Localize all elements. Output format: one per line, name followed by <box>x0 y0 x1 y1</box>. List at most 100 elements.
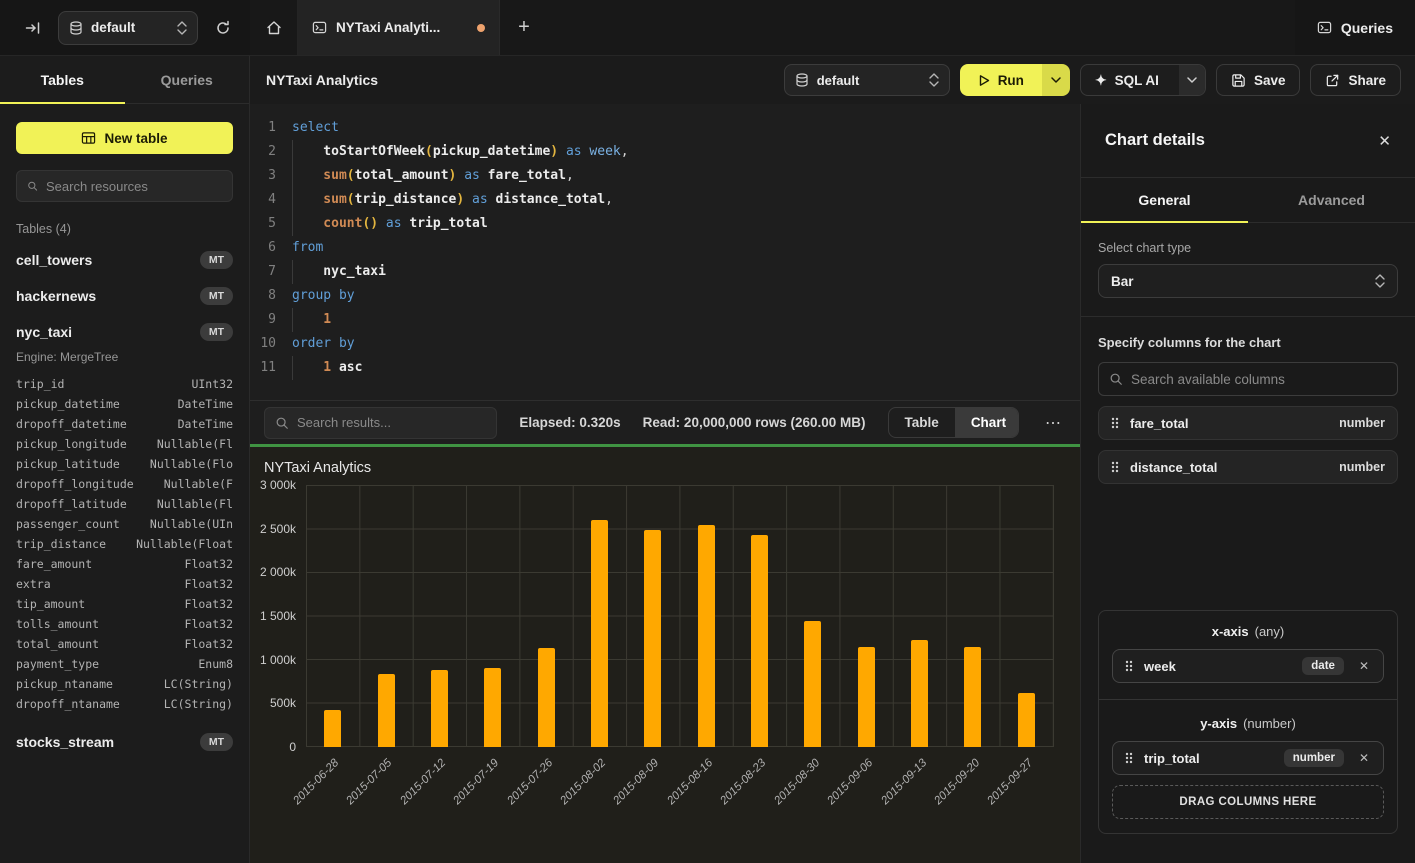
table-view-button[interactable]: Table <box>889 408 955 437</box>
refresh-button[interactable] <box>208 13 238 43</box>
table-row-cell-towers[interactable]: cell_towers MT <box>16 242 233 278</box>
run-button[interactable]: Run <box>960 64 1042 96</box>
terminal-icon <box>312 20 327 35</box>
search-columns-input[interactable] <box>1131 372 1387 387</box>
code-line[interactable]: 8group by <box>250 284 1080 308</box>
sql-editor[interactable]: 1select2toStartOfWeek(pickup_datetime) a… <box>250 104 1080 400</box>
column-item-fare-total[interactable]: fare_total number <box>1098 406 1398 440</box>
y-axis-tick: 0 <box>289 740 296 754</box>
refresh-icon <box>215 20 231 36</box>
bar <box>751 535 768 747</box>
code-line[interactable]: 91 <box>250 308 1080 332</box>
sidebar-tab-tables[interactable]: Tables <box>0 56 125 103</box>
table-column-row: extraFloat32 <box>16 574 233 594</box>
tables-section-label: Tables (4) <box>16 222 233 236</box>
queries-label: Queries <box>1341 20 1393 36</box>
top-bar: default NYTaxi Analyti... + Quer <box>0 0 1415 56</box>
code-text: sum(trip_distance) as distance_total, <box>292 188 613 212</box>
chart-view-button[interactable]: Chart <box>955 408 1019 437</box>
new-tab-button[interactable]: + <box>500 0 548 55</box>
drag-handle-icon <box>1111 417 1119 429</box>
table-column-row: dropoff_longitudeNullable(F <box>16 474 233 494</box>
x-axis-chip-week[interactable]: week date ✕ <box>1112 649 1384 683</box>
tab-advanced[interactable]: Advanced <box>1248 178 1415 222</box>
editor-tab-nytaxi[interactable]: NYTaxi Analyti... <box>298 0 500 55</box>
table-column-row: trip_idUInt32 <box>16 374 233 394</box>
axis-divider <box>1099 699 1397 700</box>
sidebar-body: New table Tables (4) cell_towers MT hack… <box>0 104 249 863</box>
chart-type-label: Select chart type <box>1098 241 1398 255</box>
column-name: fare_total <box>1130 416 1328 431</box>
table-row-hackernews[interactable]: hackernews MT <box>16 278 233 314</box>
sql-ai-options-button[interactable] <box>1179 65 1205 95</box>
new-table-button[interactable]: New table <box>16 122 233 154</box>
column-name: trip_distance <box>16 534 106 554</box>
line-number: 8 <box>250 284 292 308</box>
code-line[interactable]: 6from <box>250 236 1080 260</box>
axis-mapping-card: x-axis(any) week date ✕ y-axis(number) <box>1098 610 1398 834</box>
run-options-button[interactable] <box>1042 64 1070 96</box>
table-row-stocks-stream[interactable]: stocks_stream MT <box>16 724 233 760</box>
search-resources-box <box>16 170 233 202</box>
line-number: 2 <box>250 140 292 164</box>
y-axis-tick: 1 500k <box>260 609 296 623</box>
search-columns-box <box>1098 362 1398 396</box>
table-column-row: pickup_latitudeNullable(Flo <box>16 454 233 474</box>
search-results-input[interactable] <box>297 415 486 430</box>
code-line[interactable]: 2toStartOfWeek(pickup_datetime) as week, <box>250 140 1080 164</box>
code-line[interactable]: 7nyc_taxi <box>250 260 1080 284</box>
query-database-selector[interactable]: default <box>784 64 950 96</box>
column-name: dropoff_latitude <box>16 494 127 514</box>
save-button[interactable]: Save <box>1216 64 1301 96</box>
search-resources-input[interactable] <box>46 179 222 194</box>
line-number: 10 <box>250 332 292 356</box>
column-name: total_amount <box>16 634 99 654</box>
line-number: 1 <box>250 116 292 140</box>
run-label: Run <box>998 73 1024 88</box>
y-axis-chip-trip-total[interactable]: trip_total number ✕ <box>1112 741 1384 775</box>
column-name: tolls_amount <box>16 614 99 634</box>
code-text: select <box>292 116 339 140</box>
new-table-label: New table <box>104 131 167 146</box>
column-type: Nullable(UIn <box>150 514 233 534</box>
share-button[interactable]: Share <box>1310 64 1401 96</box>
remove-y-axis-column-button[interactable]: ✕ <box>1355 751 1373 765</box>
database-selector[interactable]: default <box>58 11 198 45</box>
table-column-row: total_amountFloat32 <box>16 634 233 654</box>
drag-columns-dropzone[interactable]: DRAG COLUMNS HERE <box>1112 785 1384 819</box>
table-name: stocks_stream <box>16 734 114 750</box>
nyc-taxi-columns: trip_idUInt32pickup_datetimeDateTimedrop… <box>16 374 233 714</box>
chart-type-select[interactable]: Bar <box>1098 264 1398 298</box>
bar-slot <box>946 486 999 747</box>
sidebar-tab-queries[interactable]: Queries <box>125 56 250 103</box>
bar-slot <box>519 486 572 747</box>
read-stats-text: Read: 20,000,000 rows (260.00 MB) <box>643 415 866 430</box>
code-line[interactable]: 4sum(trip_distance) as distance_total, <box>250 188 1080 212</box>
queries-button[interactable]: Queries <box>1317 20 1393 36</box>
code-line[interactable]: 3sum(total_amount) as fare_total, <box>250 164 1080 188</box>
code-line[interactable]: 10order by <box>250 332 1080 356</box>
remove-x-axis-column-button[interactable]: ✕ <box>1355 659 1373 673</box>
y-axis-ticks: 0500k1 000k1 500k2 000k2 500k3 000k <box>250 485 306 747</box>
home-tab[interactable] <box>250 0 298 55</box>
tab-general[interactable]: General <box>1081 178 1248 222</box>
code-line[interactable]: 5count() as trip_total <box>250 212 1080 236</box>
column-item-distance-total[interactable]: distance_total number <box>1098 450 1398 484</box>
table-row-nyc-taxi[interactable]: nyc_taxi MT <box>16 314 233 350</box>
specify-columns-label: Specify columns for the chart <box>1098 335 1398 350</box>
query-title: NYTaxi Analytics <box>266 72 378 88</box>
line-number: 7 <box>250 260 292 284</box>
close-panel-button[interactable]: ✕ <box>1378 132 1391 150</box>
column-type: Float32 <box>185 614 233 634</box>
bar <box>324 710 341 747</box>
sql-ai-button[interactable]: ✦ SQL AI <box>1081 65 1171 95</box>
engine-badge: MT <box>200 251 233 269</box>
engine-badge: MT <box>200 287 233 305</box>
more-options-button[interactable]: ⋯ <box>1041 413 1066 433</box>
code-line[interactable]: 111 asc <box>250 356 1080 380</box>
line-number: 6 <box>250 236 292 260</box>
collapse-sidebar-button[interactable] <box>18 13 48 43</box>
code-line[interactable]: 1select <box>250 116 1080 140</box>
line-number: 3 <box>250 164 292 188</box>
columns-section: Specify columns for the chart fare_total… <box>1081 317 1415 502</box>
